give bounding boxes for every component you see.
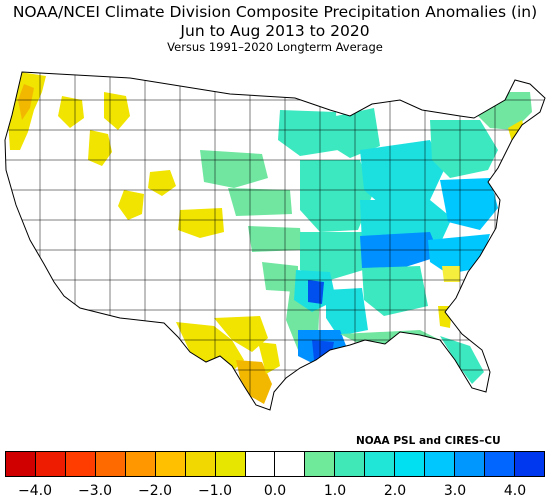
legend-swatch-3 — [95, 452, 126, 476]
michigan-ohio-wet — [360, 140, 444, 204]
legend-swatch-13 — [395, 452, 426, 476]
data-credit: NOAA PSL and CIRES–CU — [356, 435, 501, 447]
legend-swatch-2 — [65, 452, 96, 476]
legend-swatch-0 — [6, 452, 36, 476]
legend-tick-label: 0.0 — [263, 483, 287, 499]
tennessee-kentucky-wet — [360, 232, 440, 270]
map-title: NOAA/NCEI Climate Division Composite Pre… — [12, 3, 538, 21]
legend-tick-label: 4.0 — [503, 483, 527, 499]
northern-idaho-dry — [104, 92, 130, 130]
dakotas-wet — [200, 150, 268, 188]
legend-swatch-9 — [275, 452, 306, 476]
wyoming-dry — [148, 170, 176, 196]
division-borders — [5, 72, 545, 410]
legend-swatch-14 — [425, 452, 456, 476]
utah-dry — [118, 190, 144, 220]
legend-tick-label: 3.0 — [443, 483, 467, 499]
legend-swatch-17 — [514, 452, 544, 476]
legend-swatch-5 — [155, 452, 186, 476]
legend-tick-label: −3.0 — [78, 483, 112, 499]
arkansas-core-wet — [308, 280, 324, 304]
legend-swatch-10 — [305, 452, 336, 476]
puget-sound-dry — [18, 84, 34, 120]
us-precipitation-map — [4, 71, 546, 411]
west-texas-dry — [176, 322, 244, 374]
florida-wet — [440, 336, 484, 384]
colorado-dry — [178, 208, 224, 238]
legend-swatch-11 — [335, 452, 366, 476]
idaho-dry — [88, 130, 112, 166]
central-texas-dry — [214, 316, 268, 352]
legend-swatch-6 — [185, 452, 216, 476]
legend-swatch-8 — [245, 452, 276, 476]
map-subtitle-baseline: Versus 1991–2020 Longterm Average — [167, 40, 383, 54]
legend-tick-label: 1.0 — [323, 483, 347, 499]
georgia-coast-dry-spot — [438, 306, 452, 328]
legend-tick-label: 2.0 — [383, 483, 407, 499]
new-england-wet — [474, 92, 532, 130]
iowa-illinois-wet — [300, 160, 372, 232]
legend-tick-label: −2.0 — [138, 483, 172, 499]
legend-tick-label: −1.0 — [198, 483, 232, 499]
north-carolina-dry-spot — [442, 266, 460, 282]
minnesota-wet — [278, 110, 338, 156]
mid-atlantic-wet — [440, 178, 498, 230]
missouri-wet — [300, 232, 370, 280]
legend-swatch-1 — [35, 452, 66, 476]
louisiana-core-wet — [312, 340, 334, 362]
texas-coast-dry — [258, 342, 280, 374]
legend-swatch-16 — [485, 452, 515, 476]
legend-swatch-4 — [125, 452, 156, 476]
eastern-washington-dry — [58, 96, 84, 128]
legend-tick-label: −4.0 — [18, 483, 52, 499]
legend-swatch-12 — [365, 452, 396, 476]
anomaly-regions — [8, 72, 532, 404]
map-subtitle-period: Jun to Aug 2013 to 2020 — [180, 22, 370, 40]
nebraska-wet — [228, 188, 292, 216]
new-york-wet — [430, 120, 498, 178]
mississippi-wet — [326, 288, 368, 336]
kansas-wet — [248, 226, 302, 252]
alabama-georgia-wet — [362, 266, 428, 316]
south-texas-dry — [236, 360, 272, 404]
color-legend-bar — [5, 451, 545, 477]
legend-swatch-7 — [215, 452, 246, 476]
oklahoma-wet — [262, 262, 298, 292]
wisconsin-wet — [334, 108, 380, 158]
legend-swatch-15 — [455, 452, 485, 476]
